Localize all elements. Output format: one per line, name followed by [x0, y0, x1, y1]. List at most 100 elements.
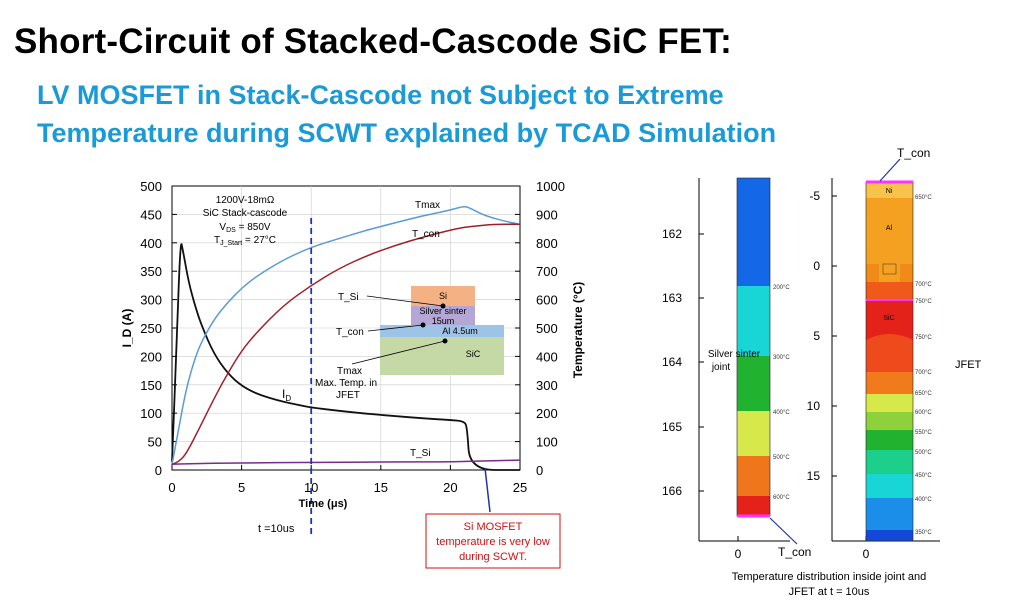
x-tick-label: 15	[374, 480, 388, 495]
joint-tick-marks	[699, 233, 739, 541]
jfet-temp-labels: 650°C 700°C 750°C 750°C 700°C 650°C 600°…	[915, 195, 932, 536]
label-tmax: Tmax	[415, 200, 440, 211]
joint-band	[737, 356, 770, 411]
jfet-band	[866, 372, 913, 394]
joint-temp: 600°C	[773, 495, 790, 501]
slide-subtitle: LV MOSFET in Stack-Cascode not Subject t…	[37, 76, 776, 152]
y-left-tick-label: 400	[140, 236, 162, 251]
jfet-temp: 450°C	[915, 473, 932, 479]
axis-ticks: 0 5 10 15 20 25050100150200250300350400450500…	[140, 179, 565, 495]
inset-leader-tmax	[351, 340, 446, 365]
series-tmax-line	[171, 205, 521, 465]
jfet-ni-layer	[866, 182, 913, 198]
joint-ytick: 162	[662, 227, 682, 241]
jfet-ytick: 5	[813, 329, 820, 343]
jfet-tcon-pointer	[879, 158, 901, 182]
series-i-d-line	[171, 243, 520, 471]
jfet-temp: 550°C	[915, 430, 932, 436]
jfet-layer-sic: SiC	[883, 315, 894, 322]
inset-silver-sinter-layer	[411, 306, 475, 325]
y-right-tick-label: 0	[536, 463, 543, 478]
inset-text-tsi: T_Si	[338, 292, 359, 303]
callout-line-2: temperature is very low	[436, 536, 550, 548]
joint-temperature-profile: 162 163 164 165 166 0 200°C 300°C 400°C …	[662, 177, 811, 561]
joint-ytick: 164	[662, 355, 682, 369]
joint-band	[737, 178, 770, 286]
y-left-tick-label: 250	[140, 321, 162, 336]
y-right-tick-label: 900	[536, 207, 558, 222]
y-right-tick-label: 700	[536, 264, 558, 279]
jfet-band	[866, 474, 913, 498]
inset-label-si: Si	[439, 291, 447, 301]
inset-label-silver: Silver sinter	[419, 306, 466, 316]
joint-ytick: 165	[662, 420, 682, 434]
y-left-tick-label: 350	[140, 264, 162, 279]
callout-pointer	[484, 467, 491, 513]
jfet-band	[866, 498, 913, 530]
inset-text-tcon: T_con	[336, 327, 364, 338]
jfet-temp: 350°C	[915, 530, 932, 536]
joint-band	[737, 411, 770, 456]
jfet-sic-hot	[866, 300, 913, 340]
y-right-tick-label: 500	[536, 321, 558, 336]
y-right-tick-label: 800	[536, 236, 558, 251]
jfet-temp: 600°C	[915, 410, 932, 416]
y-left-tick-label: 500	[140, 179, 162, 194]
callout-line-1: Si MOSFET	[464, 521, 523, 533]
x-axis-title: Time (μs)	[299, 498, 348, 510]
spec-line-4: TJ_Start = 27°C	[214, 235, 276, 247]
y-right-tick-label: 600	[536, 293, 558, 308]
y-right-tick-label: 400	[536, 349, 558, 364]
label-id: ID	[282, 387, 291, 403]
inset-text-tmax: Tmax	[337, 366, 362, 377]
jfet-al-step	[879, 264, 900, 282]
y-left-tick-label: 50	[148, 435, 162, 450]
label-tsi: T_Si	[410, 448, 431, 459]
callout-text: Si MOSFET temperature is very low during…	[436, 521, 550, 563]
joint-xtick: 0	[735, 547, 742, 561]
jfet-temp: 650°C	[915, 195, 932, 201]
jfet-ytick: 10	[807, 399, 821, 413]
x-tick-label: 5	[238, 480, 245, 495]
joint-temp-labels: 200°C 300°C 400°C 500°C 600°C	[773, 285, 790, 501]
jfet-temp: 650°C	[915, 391, 932, 397]
curves	[171, 205, 521, 471]
jfet-tcon-label: T_con	[897, 146, 930, 160]
figure-caption-line2: JFET at t = 10us	[789, 586, 870, 598]
jfet-band	[866, 334, 913, 372]
t10us-marker-label: t =10us	[258, 523, 295, 535]
jfet-ytick: 15	[807, 469, 821, 483]
joint-label-line2: joint	[711, 362, 731, 373]
y-left-tick-label: 200	[140, 349, 162, 364]
series-t-con-line	[171, 223, 520, 465]
jfet-ytick: -5	[809, 189, 820, 203]
joint-band	[737, 456, 770, 496]
y-right-tick-label: 300	[536, 378, 558, 393]
joint-band	[737, 496, 770, 516]
inset-label-al: Al 4.5um	[442, 326, 478, 336]
inset-al-layer	[380, 325, 504, 337]
joint-ytick: 163	[662, 291, 682, 305]
jfet-temp: 700°C	[915, 282, 932, 288]
spec-line-3: VDS = 850V	[219, 222, 270, 234]
y-right-tick-label: 200	[536, 406, 558, 421]
jfet-band	[866, 412, 913, 430]
inset-stack-diagram: Si Silver sinter 15um Al 4.5um SiC T_Si …	[315, 286, 504, 401]
joint-tcon-label: T_con	[778, 545, 811, 559]
series-t-si-line	[171, 459, 521, 466]
jfet-band	[866, 394, 913, 412]
inset-si-layer	[411, 286, 475, 306]
jfet-tick-marks	[832, 195, 867, 541]
figure-caption-line1: Temperature distribution inside joint an…	[732, 571, 926, 583]
y-left-tick-label: 300	[140, 293, 162, 308]
inset-leader-tcon	[367, 324, 424, 332]
joint-label-line1: Silver sinter	[708, 349, 761, 360]
jfet-temperature-profile: -5 0 5 10 15 0	[807, 146, 982, 561]
jfet-temp: 400°C	[915, 497, 932, 503]
x-tick-label: 0	[168, 480, 175, 495]
label-tcon: T_con	[412, 229, 440, 240]
y-left-tick-label: 0	[155, 463, 162, 478]
inset-text-jfet: JFET	[336, 390, 360, 401]
y-left-tick-label: 150	[140, 378, 162, 393]
